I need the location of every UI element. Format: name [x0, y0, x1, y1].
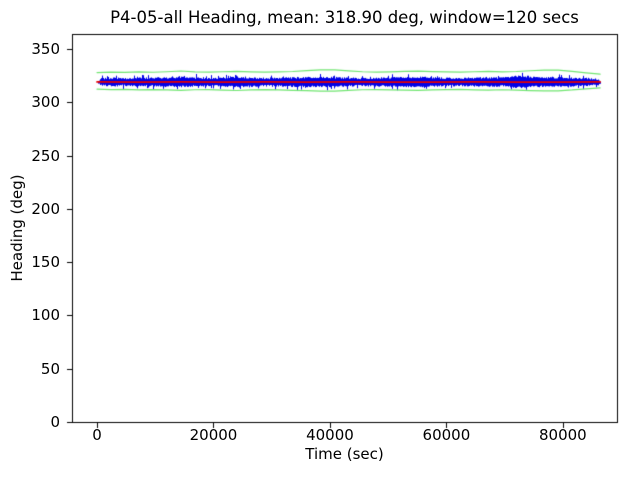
x-tick-label: 80000 [538, 426, 587, 444]
y-tick-label: 100 [31, 306, 60, 325]
y-tick-label: 50 [40, 359, 60, 378]
x-tick-label: 60000 [422, 426, 471, 444]
y-tick-label: 150 [31, 253, 60, 272]
x-tick-label: 20000 [189, 426, 238, 444]
y-tick-label: 350 [31, 39, 60, 58]
y-tick-label: 200 [31, 199, 60, 218]
chart-title: P4-05-all Heading, mean: 318.90 deg, win… [110, 8, 579, 27]
x-axis-label: Time (sec) [305, 445, 384, 463]
x-tick-label: 0 [92, 426, 102, 444]
y-tick-label: 250 [31, 146, 60, 165]
x-tick-label: 40000 [306, 426, 354, 444]
y-tick-label: 300 [31, 93, 60, 112]
y-tick-label: 0 [50, 413, 60, 431]
